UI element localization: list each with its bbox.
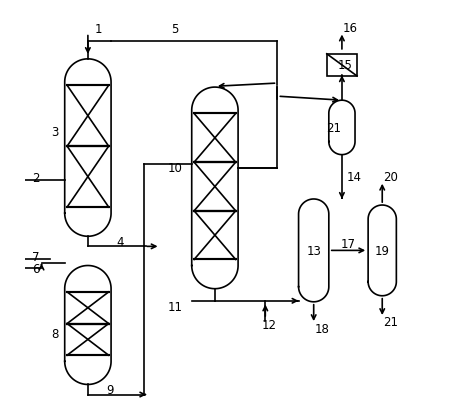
Text: 6: 6	[32, 262, 39, 275]
Text: 3: 3	[51, 126, 58, 139]
Text: 7: 7	[32, 251, 39, 264]
Text: 17: 17	[341, 237, 356, 250]
Polygon shape	[299, 200, 329, 302]
Text: 18: 18	[314, 322, 329, 335]
Polygon shape	[329, 101, 355, 155]
Polygon shape	[65, 266, 111, 384]
Text: 1: 1	[94, 23, 102, 36]
Text: 16: 16	[342, 22, 357, 35]
Polygon shape	[368, 205, 396, 296]
Text: 10: 10	[168, 162, 183, 175]
Text: 15: 15	[338, 59, 353, 72]
Text: 20: 20	[383, 171, 398, 184]
Text: 4: 4	[116, 235, 124, 248]
Text: 13: 13	[306, 244, 321, 257]
Polygon shape	[192, 88, 238, 289]
Text: 12: 12	[262, 319, 277, 332]
Text: 11: 11	[168, 301, 183, 313]
Bar	[327, 55, 357, 77]
Polygon shape	[65, 60, 111, 237]
Text: 5: 5	[171, 23, 178, 36]
Text: 2: 2	[32, 172, 39, 185]
Text: 9: 9	[106, 383, 114, 396]
Text: 21: 21	[383, 315, 398, 328]
Text: 19: 19	[375, 244, 390, 257]
Text: 8: 8	[51, 327, 58, 340]
Text: 14: 14	[346, 171, 361, 184]
Text: 21: 21	[326, 122, 341, 134]
